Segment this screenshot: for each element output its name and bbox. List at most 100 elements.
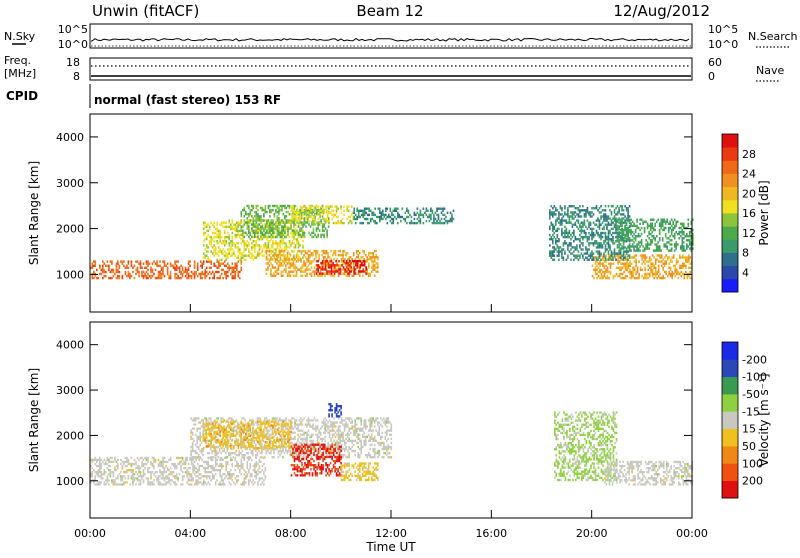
data-cell — [327, 220, 329, 222]
data-cell — [393, 214, 395, 216]
data-cell — [247, 461, 249, 463]
data-cell — [605, 244, 607, 246]
data-cell — [209, 226, 211, 228]
data-cell — [305, 275, 307, 277]
data-cell — [263, 219, 265, 221]
data-cell — [665, 260, 667, 262]
data-cell — [108, 473, 110, 475]
data-cell — [622, 263, 624, 265]
data-cell — [374, 275, 376, 277]
data-cell — [176, 467, 178, 469]
data-cell — [128, 463, 130, 465]
data-cell — [245, 259, 247, 261]
data-cell — [602, 275, 604, 277]
data-cell — [143, 481, 145, 483]
data-cell — [244, 244, 246, 246]
data-cell — [209, 477, 211, 479]
data-cell — [638, 247, 640, 249]
data-cell — [197, 269, 199, 271]
data-cell — [615, 217, 617, 219]
data-cell — [254, 440, 256, 442]
data-cell — [253, 232, 255, 234]
data-cell — [238, 275, 240, 277]
data-cell — [236, 228, 238, 230]
data-cell — [646, 256, 648, 258]
data-cell — [296, 238, 298, 240]
data-cell — [563, 236, 565, 238]
data-cell — [284, 269, 286, 271]
data-cell — [319, 230, 321, 232]
data-cell — [306, 208, 308, 210]
data-cell — [305, 250, 307, 252]
data-cell — [248, 225, 250, 227]
data-cell — [573, 224, 575, 226]
data-cell — [632, 267, 634, 269]
data-cell — [92, 475, 94, 477]
data-cell — [176, 273, 178, 275]
data-cell — [262, 481, 264, 483]
data-cell — [236, 461, 238, 463]
data-cell — [114, 459, 116, 461]
data-cell — [196, 438, 198, 440]
data-cell — [286, 228, 288, 230]
data-cell — [633, 245, 635, 247]
data-cell — [255, 456, 257, 458]
data-cell — [636, 221, 638, 223]
data-cell — [328, 225, 330, 227]
data-cell — [159, 475, 161, 477]
data-cell — [269, 250, 271, 252]
data-cell — [122, 465, 124, 467]
data-cell — [200, 481, 202, 483]
data-cell — [549, 211, 551, 213]
data-cell — [614, 209, 616, 211]
data-cell — [153, 483, 155, 485]
data-cell — [162, 465, 164, 467]
data-cell — [320, 268, 322, 270]
data-cell — [307, 221, 309, 223]
data-cell — [333, 258, 335, 260]
data-cell — [648, 237, 650, 239]
data-cell — [204, 255, 206, 257]
data-cell — [195, 459, 197, 461]
data-cell — [224, 222, 226, 224]
data-cell — [201, 425, 203, 427]
data-cell — [255, 444, 257, 446]
data-cell — [626, 269, 628, 271]
data-cell — [238, 246, 240, 248]
data-cell — [188, 473, 190, 475]
data-cell — [552, 215, 554, 217]
data-cell — [342, 222, 344, 224]
data-cell — [453, 210, 455, 212]
data-cell — [652, 275, 654, 277]
data-cell — [441, 208, 443, 210]
data-cell — [232, 459, 234, 461]
data-cell — [293, 262, 295, 264]
data-cell — [551, 205, 553, 207]
data-cell — [639, 241, 641, 243]
data-cell — [620, 247, 622, 249]
data-cell — [662, 275, 664, 277]
data-cell — [239, 452, 241, 454]
data-cell — [314, 250, 316, 252]
data-cell — [224, 477, 226, 479]
data-cell — [219, 469, 221, 471]
data-cell — [588, 248, 590, 250]
data-cell — [600, 234, 602, 236]
data-cell — [251, 248, 253, 250]
data-cell — [374, 269, 376, 271]
data-cell — [439, 220, 441, 222]
data-cell — [564, 242, 566, 244]
data-cell — [318, 210, 320, 212]
data-cell — [557, 250, 559, 252]
data-cell — [252, 454, 254, 456]
data-cell — [555, 219, 557, 221]
data-cell — [560, 250, 562, 252]
data-cell — [593, 228, 595, 230]
data-cell — [618, 207, 620, 209]
data-cell — [268, 240, 270, 242]
data-cell — [259, 459, 261, 461]
data-cell — [309, 273, 311, 275]
data-cell — [173, 265, 175, 267]
data-cell — [685, 265, 687, 267]
data-cell — [560, 222, 562, 224]
